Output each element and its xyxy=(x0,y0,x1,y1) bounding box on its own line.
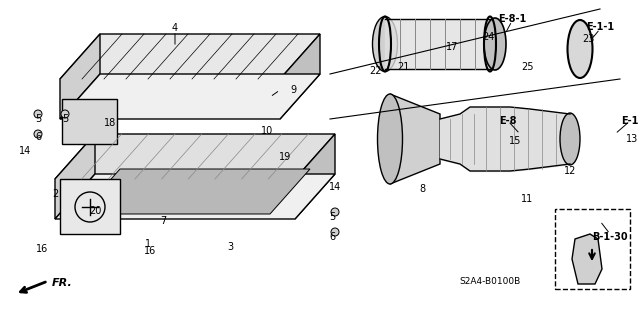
Text: 19: 19 xyxy=(279,152,291,162)
Polygon shape xyxy=(55,134,95,219)
Text: 17: 17 xyxy=(446,42,458,52)
Text: S2A4-B0100B: S2A4-B0100B xyxy=(460,277,520,286)
Circle shape xyxy=(61,110,69,118)
Polygon shape xyxy=(295,134,335,219)
Text: 15: 15 xyxy=(509,136,521,146)
FancyBboxPatch shape xyxy=(62,99,117,144)
Polygon shape xyxy=(55,174,335,219)
Text: 18: 18 xyxy=(104,118,116,128)
Ellipse shape xyxy=(568,20,593,78)
Polygon shape xyxy=(280,34,320,119)
Polygon shape xyxy=(572,234,602,284)
Text: 4: 4 xyxy=(172,23,178,33)
Ellipse shape xyxy=(484,18,506,70)
Text: 16: 16 xyxy=(36,244,48,254)
Text: 2: 2 xyxy=(52,189,58,199)
Ellipse shape xyxy=(378,94,403,184)
Polygon shape xyxy=(60,34,100,119)
Text: 16: 16 xyxy=(144,246,156,256)
Text: E-8-1: E-8-1 xyxy=(498,14,526,24)
Polygon shape xyxy=(60,34,320,79)
Circle shape xyxy=(331,208,339,216)
Text: 20: 20 xyxy=(89,206,101,216)
Polygon shape xyxy=(60,74,320,119)
Text: 8: 8 xyxy=(419,184,425,194)
Circle shape xyxy=(34,130,42,138)
Text: E-1-1: E-1-1 xyxy=(586,22,614,32)
Text: 6: 6 xyxy=(35,132,41,142)
Polygon shape xyxy=(80,169,310,214)
Text: 14: 14 xyxy=(19,146,31,156)
Text: 10: 10 xyxy=(261,126,273,136)
Ellipse shape xyxy=(560,113,580,165)
Text: 13: 13 xyxy=(626,134,638,144)
Text: 7: 7 xyxy=(160,216,166,226)
Text: 21: 21 xyxy=(397,62,409,72)
Ellipse shape xyxy=(372,17,397,71)
Text: 5: 5 xyxy=(35,114,41,124)
Text: FR.: FR. xyxy=(52,278,73,288)
Circle shape xyxy=(34,110,42,118)
Text: 3: 3 xyxy=(227,242,233,252)
Text: 22: 22 xyxy=(369,66,381,76)
Text: 12: 12 xyxy=(564,166,576,176)
Polygon shape xyxy=(55,134,335,179)
FancyBboxPatch shape xyxy=(60,179,120,234)
Text: 1: 1 xyxy=(145,239,151,249)
Text: 11: 11 xyxy=(521,194,533,204)
Text: E-1: E-1 xyxy=(621,116,639,126)
Text: 5: 5 xyxy=(62,114,68,124)
Text: E-8: E-8 xyxy=(499,116,516,126)
Text: 5: 5 xyxy=(329,212,335,222)
Text: 14: 14 xyxy=(329,182,341,192)
Text: 25: 25 xyxy=(521,62,533,72)
Polygon shape xyxy=(390,94,440,184)
Text: 23: 23 xyxy=(582,34,594,44)
Text: 24: 24 xyxy=(482,32,494,42)
Text: 9: 9 xyxy=(290,85,296,95)
Text: B-1-30: B-1-30 xyxy=(592,232,628,242)
Text: 6: 6 xyxy=(329,232,335,242)
Circle shape xyxy=(331,228,339,236)
